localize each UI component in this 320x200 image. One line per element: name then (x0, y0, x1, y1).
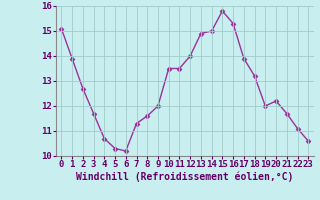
X-axis label: Windchill (Refroidissement éolien,°C): Windchill (Refroidissement éolien,°C) (76, 172, 293, 182)
